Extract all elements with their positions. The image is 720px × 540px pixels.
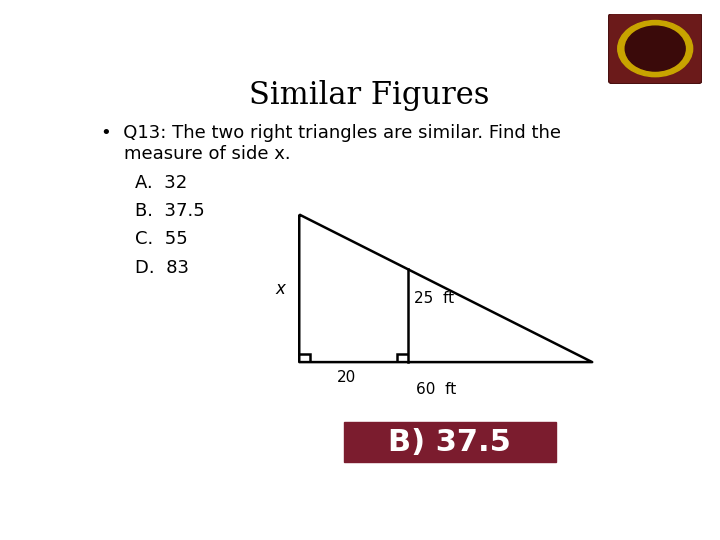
Text: x: x bbox=[276, 280, 285, 298]
Circle shape bbox=[618, 21, 693, 77]
Text: 20: 20 bbox=[337, 370, 356, 386]
Text: C.  55: C. 55 bbox=[135, 231, 187, 248]
Text: •  Q13: The two right triangles are similar. Find the: • Q13: The two right triangles are simil… bbox=[101, 124, 561, 143]
Text: 25  ft: 25 ft bbox=[413, 291, 454, 306]
Text: A.  32: A. 32 bbox=[135, 174, 187, 192]
Text: measure of side x.: measure of side x. bbox=[101, 145, 291, 163]
FancyBboxPatch shape bbox=[608, 14, 702, 84]
FancyBboxPatch shape bbox=[344, 422, 556, 462]
Text: B) 37.5: B) 37.5 bbox=[389, 428, 511, 457]
Text: B.  37.5: B. 37.5 bbox=[135, 202, 204, 220]
Text: Similar Figures: Similar Figures bbox=[248, 80, 490, 111]
Text: 60  ft: 60 ft bbox=[416, 382, 456, 397]
Text: D.  83: D. 83 bbox=[135, 259, 189, 276]
Circle shape bbox=[625, 26, 685, 71]
